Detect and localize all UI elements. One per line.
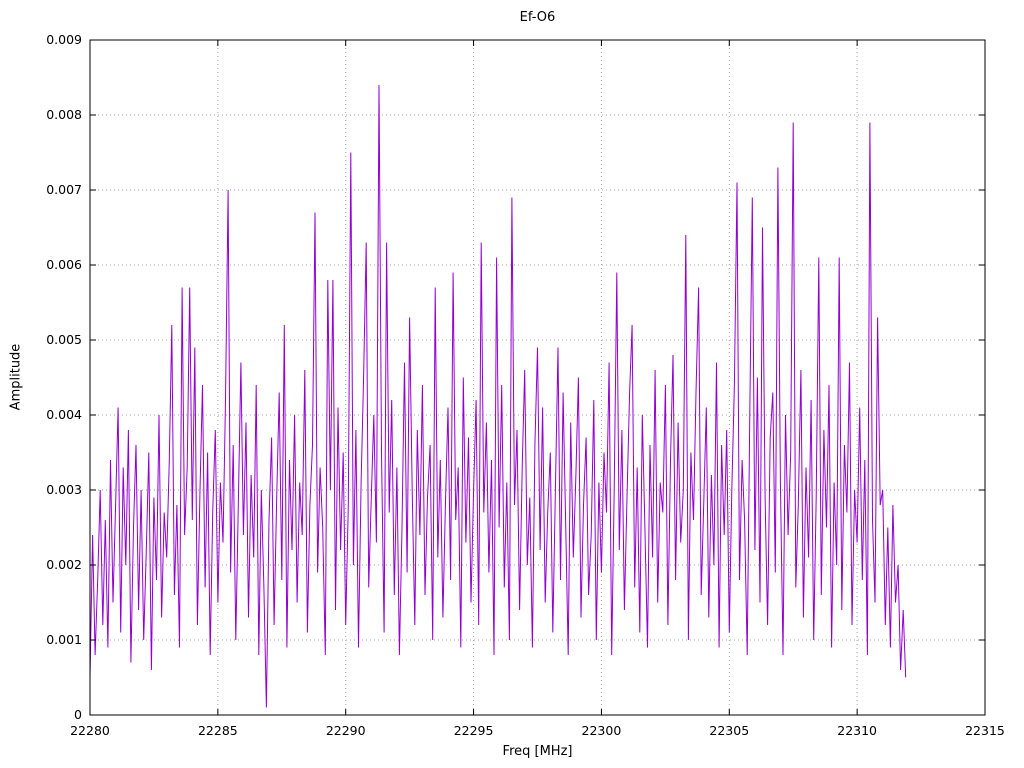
y-tick-label: 0.004 [46, 407, 82, 422]
y-tick-label: 0.009 [46, 32, 82, 47]
spectrum-line [89, 84, 907, 708]
y-tick-label: 0.003 [46, 482, 82, 497]
x-tick-label: 22315 [965, 723, 1005, 738]
x-tick-label: 22305 [709, 723, 749, 738]
x-tick-label: 22295 [454, 723, 494, 738]
chart-title: Ef-O6 [519, 10, 556, 25]
y-tick-label: 0.002 [46, 557, 82, 572]
x-tick-label: 22310 [837, 723, 877, 738]
x-tick-label: 22300 [582, 723, 622, 738]
y-tick-label: 0.005 [46, 332, 82, 347]
y-tick-label: 0.008 [46, 107, 82, 122]
x-tick-label: 22280 [70, 723, 110, 738]
plot-border [89, 39, 986, 716]
y-tick-label: 0 [74, 707, 82, 722]
y-axis-label: Amplitude [8, 343, 24, 411]
x-tick-label: 22285 [198, 723, 238, 738]
x-axis-label: Freq [MHz] [502, 744, 573, 759]
y-tick-label: 0.001 [46, 632, 82, 647]
x-tick-label: 22290 [326, 723, 366, 738]
y-tick-label: 0.007 [46, 182, 82, 197]
y-tick-label: 0.006 [46, 257, 82, 272]
